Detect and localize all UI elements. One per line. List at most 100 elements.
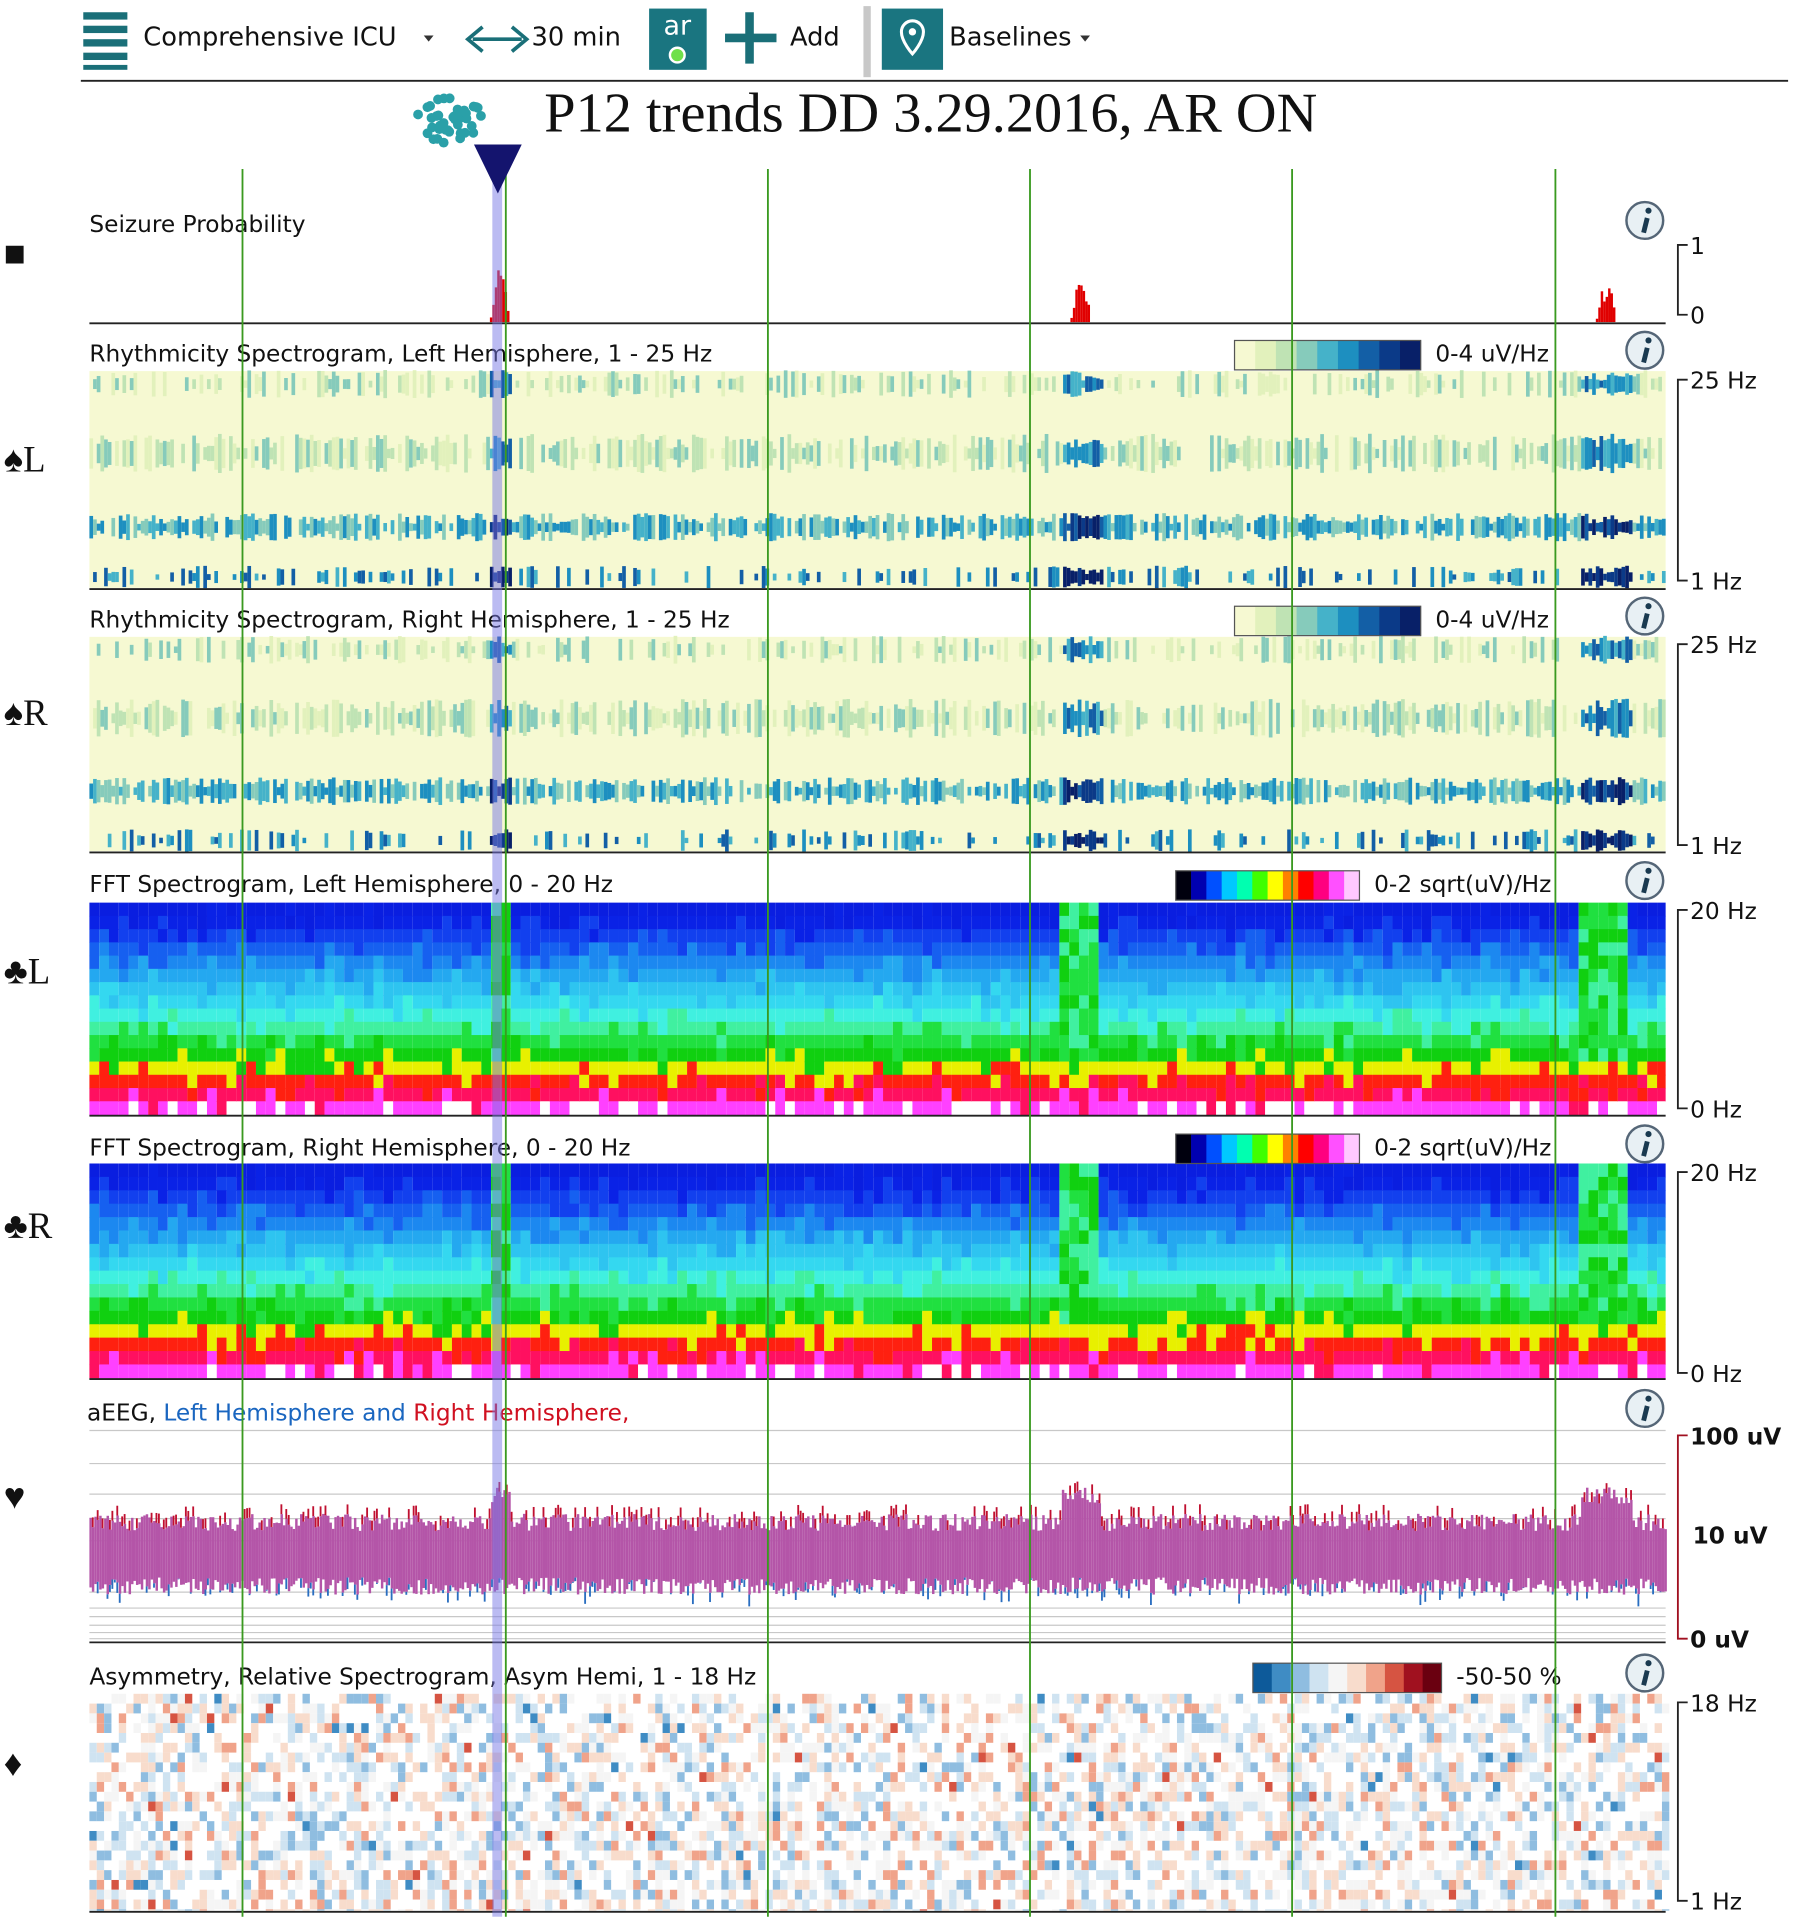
spectrogram-cell	[1177, 956, 1187, 970]
baselines-dropdown[interactable]: Baselines	[949, 22, 1071, 52]
spectrogram-cell	[1579, 1022, 1589, 1036]
add-icon[interactable]	[725, 12, 776, 63]
spectrogram-cell	[1280, 781, 1284, 801]
spectrogram-cell	[1588, 706, 1592, 731]
spectrogram-cell	[1490, 929, 1500, 943]
spectrogram-cell	[1285, 956, 1295, 970]
spectrogram-cell	[1471, 982, 1481, 996]
spectrogram-cell	[256, 1062, 266, 1076]
spectrogram-cell	[266, 1062, 276, 1076]
info-button[interactable]	[1626, 202, 1663, 239]
info-button[interactable]	[1626, 862, 1663, 899]
spectrogram-cell	[89, 1177, 99, 1191]
spectrogram-cell	[1285, 969, 1295, 983]
spectrogram-cell	[276, 1048, 286, 1062]
spectrogram-cell	[1344, 916, 1354, 930]
spectrogram-cell	[276, 1022, 286, 1036]
spectrogram-cell	[1405, 711, 1409, 725]
spectrogram-cell	[227, 1101, 237, 1115]
spectrogram-cell	[189, 570, 193, 583]
spectrogram-cell	[511, 1048, 521, 1062]
spectrogram-cell	[158, 1009, 168, 1023]
spectrogram-cell	[530, 916, 540, 930]
spectrogram-cell	[276, 1075, 286, 1089]
spectrogram-cell	[1363, 903, 1373, 917]
menu-button[interactable]	[83, 12, 127, 70]
spectrogram-cell	[393, 1048, 403, 1062]
spectrogram-cell	[1342, 711, 1346, 725]
spectrogram-cell	[703, 438, 707, 468]
spectrogram-cell	[295, 929, 305, 943]
spectrogram-cell	[560, 784, 564, 799]
spectrogram-cell	[981, 929, 991, 943]
spectrogram-cell	[746, 956, 756, 970]
spectrogram-cell	[141, 836, 145, 845]
spectrogram-cell	[1500, 1088, 1510, 1102]
info-button[interactable]	[1626, 598, 1663, 635]
spectrogram-cell	[1295, 1035, 1305, 1049]
spectrogram-cell	[1570, 372, 1574, 396]
spectrogram-cell	[1236, 916, 1246, 930]
spectrogram-cell	[1373, 1062, 1383, 1076]
spectrogram-cell	[89, 1204, 99, 1218]
spectrogram-cell	[1522, 517, 1526, 538]
add-button[interactable]: Add	[790, 22, 840, 52]
spectrogram-cell	[765, 929, 775, 943]
spectrogram-cell	[354, 929, 364, 943]
spectrogram-cell	[687, 1088, 697, 1102]
spectrogram-cell	[1651, 448, 1655, 459]
spectrogram-cell	[834, 1048, 844, 1062]
spectrogram-cell	[93, 379, 97, 389]
spectrogram-cell	[1170, 830, 1174, 851]
spectrogram-cell	[1324, 916, 1334, 930]
spectrogram-cell	[325, 443, 329, 464]
spectrogram-cell	[383, 942, 393, 956]
duration-button[interactable]: 30 min	[532, 22, 621, 52]
duration-icon[interactable]	[468, 27, 527, 51]
spectrogram-cell	[609, 1048, 619, 1062]
spectrogram-cell	[1197, 916, 1207, 930]
spectrogram-cell	[197, 1022, 207, 1036]
spectrogram-cell	[1637, 1035, 1647, 1049]
spectrogram-cell	[1108, 929, 1118, 943]
spectrogram-cell	[1471, 903, 1481, 917]
spectrogram-cell	[1304, 916, 1314, 930]
spectrogram-cell	[1368, 712, 1372, 724]
spectrogram-cell	[138, 969, 148, 983]
spectrogram-cell	[1167, 982, 1177, 996]
spectrogram-cell	[563, 645, 567, 655]
spectrogram-cell	[246, 995, 256, 1009]
spectrogram-cell	[1144, 713, 1148, 723]
spectrogram-cell	[1092, 378, 1096, 391]
spectrogram-cell	[1020, 1075, 1030, 1089]
spectrogram-cell	[1118, 1048, 1128, 1062]
spectrogram-cell	[971, 982, 981, 996]
spectrogram-cell	[1030, 942, 1040, 956]
spectrogram-cell	[1030, 916, 1040, 930]
spectrogram-cell	[1010, 1009, 1020, 1023]
spectrogram-cell	[328, 779, 332, 803]
spectrogram-cell	[1508, 373, 1512, 396]
spectrogram-cell	[659, 514, 663, 540]
spectrogram-cell	[416, 645, 420, 654]
spectrogram-cell	[912, 1101, 922, 1115]
spectrogram-cell	[452, 956, 462, 970]
layout-dropdown[interactable]: Comprehensive ICU	[143, 22, 396, 52]
spectrogram-cell	[1313, 448, 1317, 458]
spectrogram-cell	[688, 710, 692, 728]
spectrogram-cell	[1588, 523, 1592, 531]
spectrogram-cell	[325, 1062, 335, 1076]
ar-button[interactable]: ar	[663, 10, 692, 41]
spectrogram-cell	[519, 438, 523, 469]
spectrogram-cell	[909, 371, 913, 396]
spectrogram-cell	[1157, 1088, 1167, 1102]
spectrogram-cell	[1475, 709, 1479, 728]
spectrogram-cell	[1074, 643, 1078, 656]
spectrogram-cell	[541, 514, 545, 541]
info-button[interactable]	[1626, 332, 1663, 369]
baselines-icon-bg[interactable]	[882, 9, 943, 70]
spectrogram-cell	[1216, 942, 1226, 956]
spectrogram-cell	[1089, 636, 1093, 663]
spectrogram-cell	[1001, 916, 1011, 930]
spectrogram-cell	[1364, 779, 1368, 803]
